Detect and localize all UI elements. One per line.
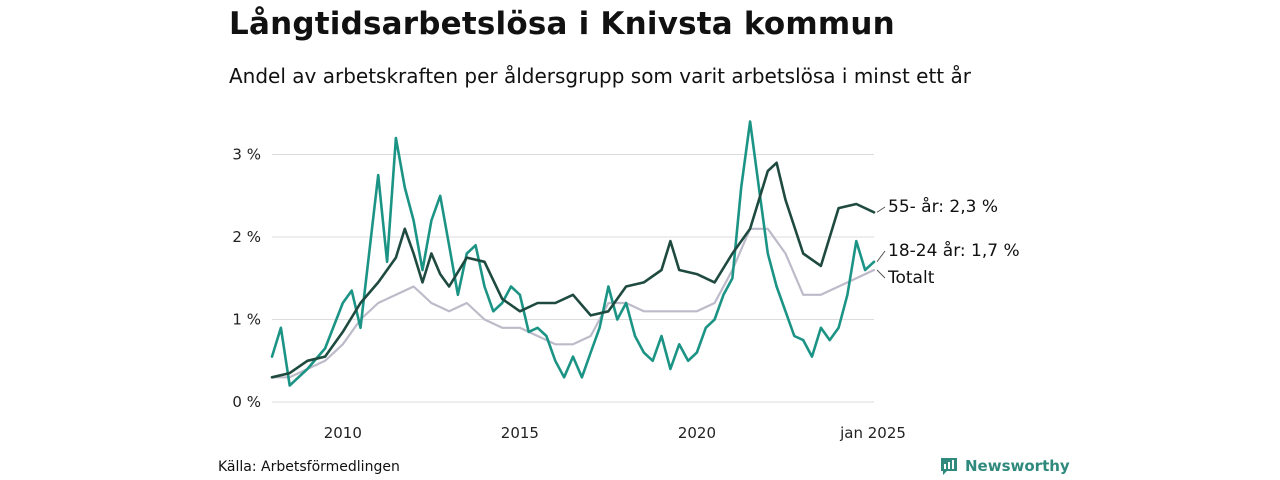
y-tick-label: 1 % <box>232 311 261 329</box>
series-end-label-total: Totalt <box>887 268 935 288</box>
newsworthy-icon <box>941 458 957 475</box>
x-tick-label: jan 2025 <box>839 424 906 442</box>
y-tick-label: 2 % <box>232 228 261 246</box>
source-note: Källa: Arbetsförmedlingen <box>218 459 400 475</box>
chart-title: Långtidsarbetslösa i Knivsta kommun <box>229 6 895 42</box>
series-end-label-age_55: 55- år: 2,3 % <box>888 196 998 217</box>
brand-name: Newsworthy <box>965 457 1070 475</box>
chart-subtitle: Andel av arbetskraften per åldersgrupp s… <box>229 64 971 88</box>
series-line-age_55 <box>270 161 876 379</box>
brand-logo[interactable]: Newsworthy <box>939 456 1070 476</box>
x-tick-label: 2020 <box>678 424 716 442</box>
series-line-age_18_24 <box>270 120 876 387</box>
label-leader-total <box>876 269 886 279</box>
label-leader-age_18_24 <box>876 250 886 263</box>
y-tick-label: 0 % <box>232 393 261 411</box>
y-tick-label: 3 % <box>232 146 261 164</box>
series-end-label-age_18_24: 18-24 år: 1,7 % <box>888 240 1020 261</box>
label-leader-age_55 <box>876 206 886 213</box>
x-tick-label: 2010 <box>324 424 362 442</box>
x-tick-label: 2015 <box>501 424 539 442</box>
series-line-total <box>270 227 876 379</box>
